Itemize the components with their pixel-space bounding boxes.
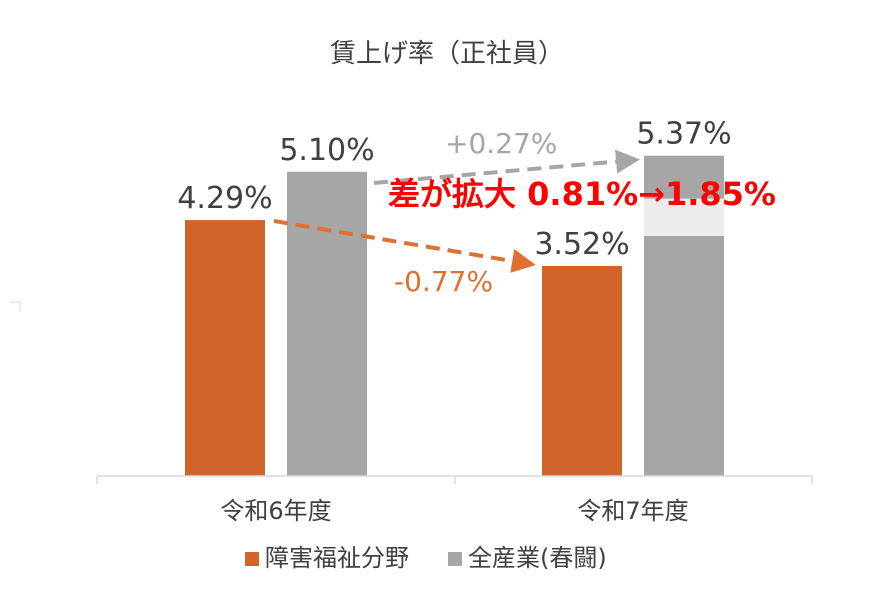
value-label-series-1-category-1: 5.37% xyxy=(636,117,731,152)
change-annotation-series-b: +0.27% xyxy=(445,127,557,160)
legend-label-series-b: 全産業(春闘) xyxy=(468,544,607,572)
value-label-series-1-category-0: 5.10% xyxy=(279,133,374,168)
chart-title: 賃上げ率（正社員） xyxy=(330,39,564,69)
bar-series-0-category-0 xyxy=(185,220,265,476)
legend-label-series-a: 障害福祉分野 xyxy=(265,544,409,572)
value-label-series-0-category-0: 4.29% xyxy=(177,181,272,216)
legend-swatch-series-b xyxy=(448,552,462,566)
gap-annotation: 差が拡大 0.81%→1.85% xyxy=(388,175,776,213)
value-label-series-0-category-1: 3.52% xyxy=(534,227,629,262)
change-annotation-series-a: -0.77% xyxy=(394,265,493,298)
legend-swatch-series-a xyxy=(245,552,259,566)
bar-series-1-category-0 xyxy=(287,171,367,477)
category-label-1: 令和7年度 xyxy=(577,497,688,525)
category-label-0: 令和6年度 xyxy=(220,497,331,525)
gap-highlight-band xyxy=(644,198,724,237)
bar-series-0-category-1 xyxy=(542,266,622,476)
